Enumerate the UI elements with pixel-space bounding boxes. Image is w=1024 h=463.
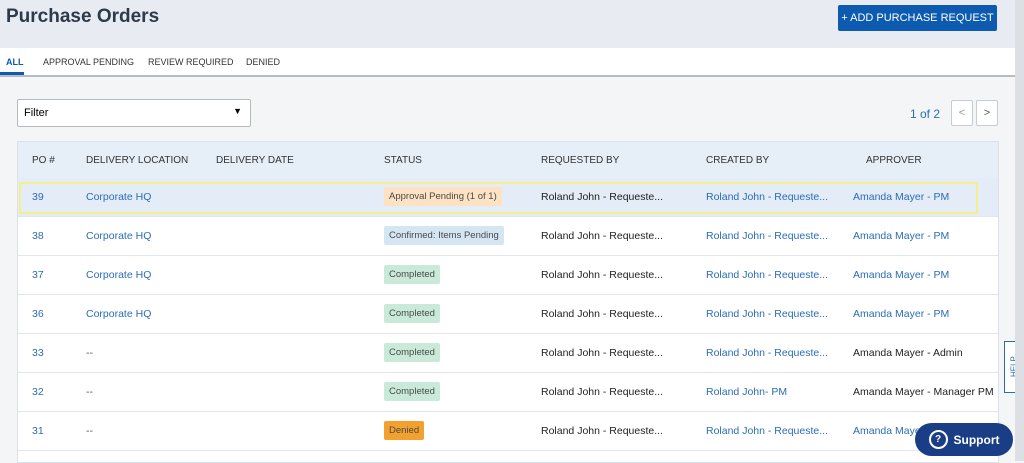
delivery-location: Corporate HQ [86,191,151,203]
created-by[interactable]: Roland John - Requeste... [706,230,828,242]
delivery-location: Corporate HQ [86,308,151,320]
created-by[interactable]: Roland John- PM [706,386,787,398]
po-number[interactable]: 31 [32,425,44,437]
column-header: CREATED BY [706,155,769,166]
status-badge: Completed [384,265,440,284]
status-badge: Completed [384,304,440,323]
table-row: 39 Corporate HQ Approval Pending (1 of 1) R… [18,178,998,217]
requested-by: Roland John - Requeste... [541,191,663,203]
po-number[interactable]: 36 [32,308,44,320]
status-badge: Completed [384,343,440,362]
column-header: REQUESTED BY [541,155,619,166]
pagination-text: 1 of 2 [910,107,940,121]
approver: Amanda Mayer - PM [853,308,949,320]
table-row: 31 -- Denied Roland John - Requeste... Rolan… [18,412,998,451]
next-page[interactable]: > [976,100,998,126]
status-badge: Approval Pending (1 of 1) [384,187,502,206]
column-header: DELIVERY LOCATION [86,155,188,166]
table-row: 36 Corporate HQ Completed Roland John - Req… [18,295,998,334]
support-label: Support [954,433,1000,447]
po-number[interactable]: 32 [32,386,44,398]
requested-by: Roland John - Requeste... [541,347,663,359]
question-icon: ? [929,430,948,449]
tab-bar: ALL APPROVAL PENDING REVIEW REQUIRED DENIED [0,48,1015,77]
column-header: DELIVERY DATE [216,155,294,166]
tab[interactable]: REVIEW REQUIRED [148,57,234,67]
tab[interactable]: ALL [6,57,24,67]
tab[interactable]: APPROVAL PENDING [43,57,134,67]
delivery-location: Corporate HQ [86,269,151,281]
filter-select[interactable]: Filter ▼ [17,99,251,127]
po-number[interactable]: 39 [32,191,44,203]
column-header: PO # [32,155,55,166]
filter-label: Filter [24,107,48,119]
delivery-location: -- [86,347,93,359]
scrollbar [1015,0,1024,461]
created-by[interactable]: Roland John - Requeste... [706,347,828,359]
created-by[interactable]: Roland John - Requeste... [706,308,828,320]
add-button[interactable]: + ADD PURCHASE REQUEST [838,5,997,31]
orders-table: PO # DELIVERY LOCATION DELIVERY DATE STATUS… [17,141,999,463]
prev-page[interactable]: < [951,100,973,126]
delivery-location: -- [86,386,93,398]
table-header: PO # DELIVERY LOCATION DELIVERY DATE STATUS… [18,142,998,178]
table-row: 33 -- Completed Roland John - Requeste... Ro… [18,334,998,373]
status-badge: Completed [384,382,440,401]
table-row: 32 -- Completed Roland John - Requeste... Ro… [18,373,998,412]
po-number[interactable]: 37 [32,269,44,281]
requested-by: Roland John - Requeste... [541,230,663,242]
po-number[interactable]: 33 [32,347,44,359]
requested-by: Roland John - Requeste... [541,269,663,281]
approver: Amanda Mayer - Manager PM [853,386,994,398]
delivery-location: -- [86,425,93,437]
support-button[interactable]: ? Support [915,423,1013,456]
approver: Amanda Mayer - PM [853,269,949,281]
approver: Amanda Mayer - PM [853,230,949,242]
requested-by: Roland John - Requeste... [541,386,663,398]
created-by[interactable]: Roland John - Requeste... [706,425,828,437]
created-by[interactable]: Roland John - Requeste... [706,191,828,203]
approver: Amanda Mayer - PM [853,191,949,203]
approver: Amanda Mayer - Admin [853,347,963,359]
page-title: Purchase Orders [6,6,159,28]
column-header: STATUS [384,155,422,166]
status-badge: Denied [384,421,424,440]
delivery-location: Corporate HQ [86,230,151,242]
column-header: APPROVER [866,155,922,166]
requested-by: Roland John - Requeste... [541,308,663,320]
table-row: 37 Corporate HQ Completed Roland John - Req… [18,256,998,295]
status-badge: Confirmed: Items Pending [384,226,504,245]
po-number[interactable]: 38 [32,230,44,242]
active-tab-underline [0,72,24,75]
dropdown-arrow: ▼ [233,106,242,116]
requested-by: Roland John - Requeste... [541,425,663,437]
table-row: 38 Corporate HQ Confirmed: Items Pending Ro… [18,217,998,256]
tab[interactable]: DENIED [246,57,280,67]
created-by[interactable]: Roland John - Requeste... [706,269,828,281]
